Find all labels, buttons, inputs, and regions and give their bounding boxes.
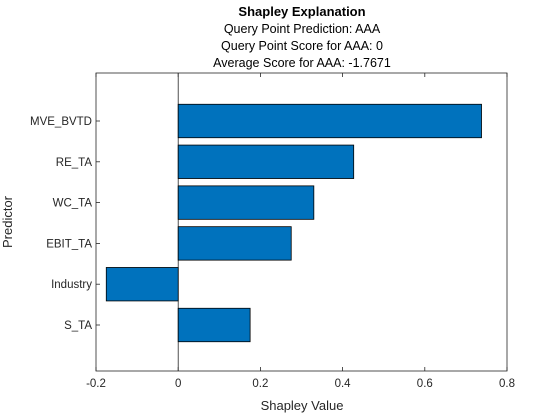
chart-subtitle-line-1: Query Point Prediction: AAA (224, 22, 381, 36)
x-tick-label: -0.2 (86, 378, 106, 390)
y-tick-label: WC_TA (53, 198, 93, 210)
axes-box (95, 72, 508, 372)
x-tick-label: 0.6 (417, 378, 433, 390)
y-tick-label: MVE_BVTD (30, 116, 92, 128)
x-axis-label: Shapley Value (261, 398, 344, 413)
plot-area: MVE_BVTD RE_TA WC_TA EBIT_TA Industry S_TA -0.… (30, 73, 515, 390)
x-tick-label: 0.2 (252, 378, 268, 390)
bar-ebit-ta (177, 226, 292, 261)
y-tick-label: EBIT_TA (46, 238, 92, 250)
y-tick-label: RE_TA (56, 157, 93, 169)
y-tick-label: S_TA (64, 320, 92, 332)
y-tick-label: Industry (51, 279, 92, 291)
y-axis-label: Predictor (0, 195, 15, 248)
x-tick-label: 0 (175, 378, 181, 390)
chart-subtitle-line-3: Average Score for AAA: -1.7671 (213, 56, 391, 70)
x-tick-label: 0.8 (499, 378, 515, 390)
bar-mve-bvtd (177, 103, 482, 139)
bar-re-ta (177, 144, 355, 179)
bar-s-ta (177, 307, 251, 343)
chart-subtitle-line-2: Query Point Score for AAA: 0 (221, 39, 383, 53)
bar-wc-ta (177, 185, 315, 220)
x-tick-label: 0.4 (335, 378, 352, 390)
bar-industry (105, 267, 179, 302)
chart-title: Shapley Explanation (238, 4, 365, 19)
